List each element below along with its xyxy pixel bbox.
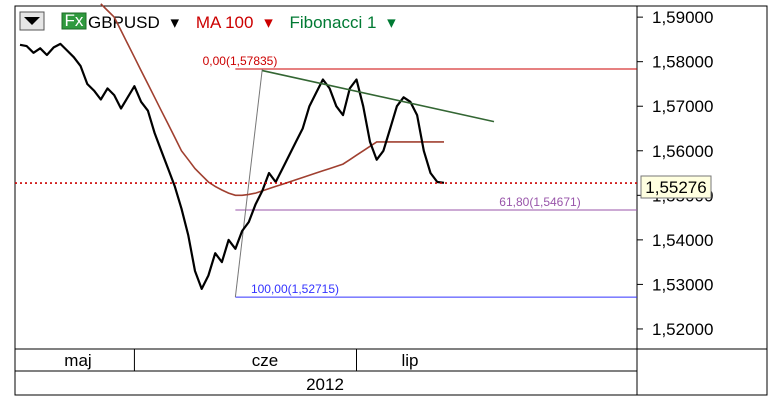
price-tick-label: 1,56000 [652,142,713,161]
price-tick-label: 1,52000 [652,320,713,339]
fib-level-label: 61,80(1,54671) [499,195,580,209]
drawing-tool-menu-arrow-icon[interactable]: ▾ [387,13,396,32]
fib-level-label: 100,00(1,52715) [251,282,339,296]
indicator-menu[interactable]: MA 100 [196,13,254,32]
fib-anchor-line [234,68,263,298]
month-label: cze [252,351,278,370]
indicator-menu-arrow-icon[interactable]: ▾ [264,13,273,32]
dropdown-arrow-icon [24,17,40,25]
month-label: lip [401,351,418,370]
trendline[interactable] [262,69,495,123]
time-axis: 2012 maj cze lip [64,349,419,394]
price-tick-label: 1,59000 [652,8,713,27]
chart-toolbar: Fx GBPUSD ▾ MA 100 ▾ Fibonacci 1 ▾ [19,11,396,32]
month-label: maj [64,351,91,370]
menu-dropdown-button[interactable] [19,11,45,31]
price-tick-label: 1,58000 [652,53,713,72]
instrument-menu[interactable]: GBPUSD [88,13,160,32]
fib-level-label: 0,00(1,57835) [203,54,278,68]
toolbar-menus: GBPUSD ▾ MA 100 ▾ Fibonacci 1 ▾ [88,13,396,32]
fx-badge-label: Fx [65,11,84,30]
drawing-tool-menu[interactable]: Fibonacci 1 [289,13,376,32]
price-tick-label: 1,54000 [652,231,713,250]
trendline-segment [262,69,495,123]
fibonacci-retracement[interactable]: 0,00(1,57835) 61,80(1,54671) 100,00(1,5271… [203,54,637,298]
year-label: 2012 [306,375,344,394]
current-price-box: 1,55276 [640,175,712,199]
price-tick-label: 1,57000 [652,97,713,116]
price-series [19,42,445,290]
instrument-menu-arrow-icon[interactable]: ▾ [171,13,180,32]
price-tick-label: 1,53000 [652,275,713,294]
fx-badge: Fx [61,11,87,30]
current-price-label: 1,55276 [645,178,706,197]
price-line [19,42,445,290]
